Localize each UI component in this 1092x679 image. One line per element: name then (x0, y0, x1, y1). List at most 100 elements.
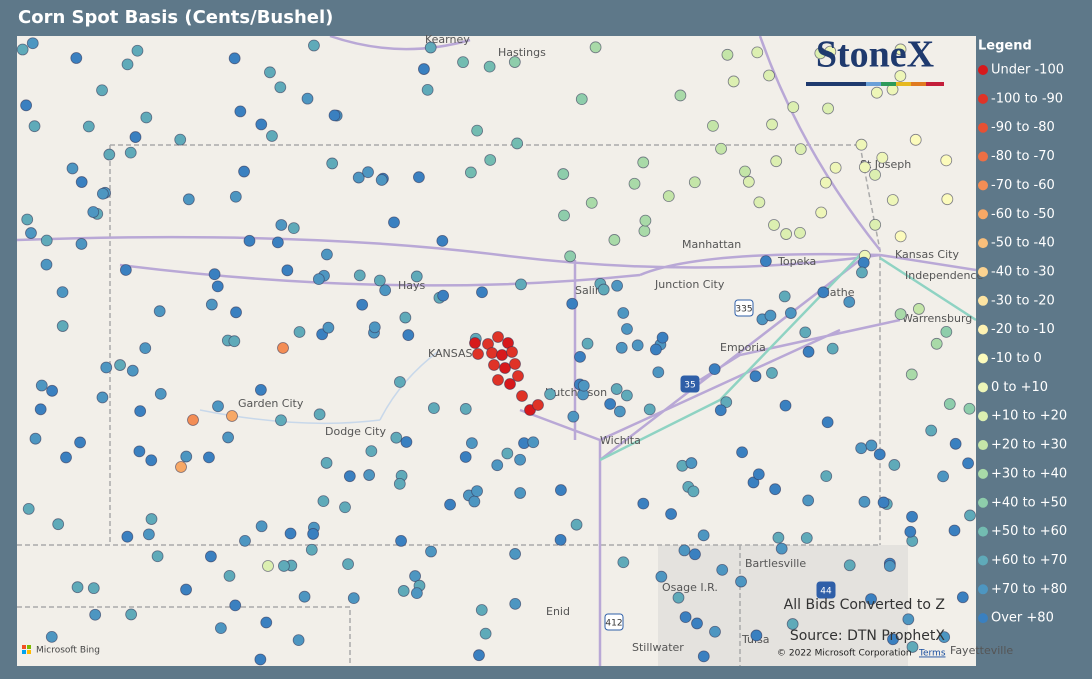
bid-dot[interactable] (22, 503, 35, 515)
bid-dot[interactable] (617, 556, 630, 569)
bid-dot[interactable] (819, 176, 832, 189)
bid-dot[interactable] (96, 391, 109, 404)
bid-dot[interactable] (883, 560, 896, 572)
bid-dot[interactable] (281, 264, 294, 277)
bid-dot[interactable] (802, 345, 815, 358)
bid-dot[interactable] (679, 611, 692, 624)
bid-dot[interactable] (515, 278, 527, 291)
bid-dot[interactable] (615, 341, 628, 354)
bid-dot[interactable] (223, 569, 236, 582)
bid-dot[interactable] (753, 196, 766, 209)
bid-dot[interactable] (395, 534, 407, 547)
bid-dot[interactable] (313, 408, 326, 421)
bid-dot[interactable] (418, 63, 430, 75)
bid-dot[interactable] (133, 445, 146, 458)
bid-dot[interactable] (228, 335, 241, 348)
bid-dot[interactable] (131, 44, 144, 57)
bid-dot[interactable] (29, 432, 42, 445)
bid-dot[interactable] (87, 582, 100, 595)
bid-dot[interactable] (25, 227, 37, 239)
bid-dot[interactable] (262, 560, 274, 572)
bid-dot[interactable] (409, 570, 421, 582)
bid-dot[interactable] (532, 399, 544, 411)
bid-dot[interactable] (126, 364, 139, 377)
bid-dot[interactable] (205, 298, 218, 311)
bid-dot[interactable] (905, 368, 918, 381)
bid-dot[interactable] (787, 101, 800, 114)
bid-dot[interactable] (870, 86, 883, 99)
bid-dot[interactable] (56, 286, 69, 299)
bid-dot[interactable] (459, 403, 472, 415)
bid-dot[interactable] (555, 484, 567, 496)
bid-dot[interactable] (492, 374, 504, 386)
bid-dot[interactable] (527, 436, 540, 449)
bid-dot[interactable] (575, 93, 588, 106)
bid-dot[interactable] (145, 513, 158, 525)
bid-dot[interactable] (628, 177, 641, 190)
bid-dot[interactable] (124, 146, 137, 159)
bid-dot[interactable] (894, 70, 907, 82)
bid-dot[interactable] (877, 496, 890, 509)
bid-dot[interactable] (352, 171, 365, 184)
bid-dot[interactable] (312, 273, 325, 286)
bid-dot[interactable] (672, 591, 685, 604)
bid-dot[interactable] (424, 41, 437, 54)
bid-dot[interactable] (390, 431, 403, 444)
bid-dot[interactable] (655, 570, 668, 583)
bid-dot[interactable] (444, 498, 456, 511)
bid-dot[interactable] (824, 45, 837, 58)
bid-dot[interactable] (16, 43, 29, 56)
bid-dot[interactable] (894, 43, 907, 56)
bid-dot[interactable] (287, 222, 300, 235)
bid-dot[interactable] (941, 193, 954, 206)
bid-dot[interactable] (239, 534, 251, 547)
bid-dot[interactable] (347, 592, 360, 605)
bid-dot[interactable] (610, 383, 623, 395)
bid-dot[interactable] (373, 274, 386, 287)
bid-dot[interactable] (509, 548, 521, 560)
bid-dot[interactable] (639, 214, 652, 227)
bid-dot[interactable] (379, 284, 392, 297)
bid-dot[interactable] (129, 131, 142, 143)
bid-dot[interactable] (665, 508, 677, 520)
map[interactable]: Kearney Hastings St Joseph Manhattan Topeka K… (16, 33, 1013, 666)
bid-dot[interactable] (687, 485, 700, 498)
bid-dot[interactable] (321, 248, 333, 261)
bid-dot[interactable] (956, 591, 969, 604)
bid-dot[interactable] (153, 305, 166, 318)
bid-dot[interactable] (794, 143, 807, 155)
bid-dot[interactable] (750, 629, 763, 642)
bid-dot[interactable] (46, 384, 58, 397)
bid-dot[interactable] (925, 424, 938, 437)
bid-dot[interactable] (652, 366, 665, 379)
bid-dot[interactable] (75, 238, 88, 250)
bid-dot[interactable] (735, 575, 747, 588)
bid-dot[interactable] (459, 451, 472, 463)
bid-dot[interactable] (492, 331, 504, 343)
bid-dot[interactable] (554, 533, 567, 546)
bid-dot[interactable] (400, 436, 413, 448)
bid-dot[interactable] (393, 477, 406, 490)
bid-dot[interactable] (716, 563, 729, 576)
bid-dot[interactable] (759, 255, 772, 268)
bid-dot[interactable] (260, 616, 273, 629)
bid-dot[interactable] (363, 469, 376, 481)
bid-dot[interactable] (963, 402, 976, 415)
bid-dot[interactable] (888, 459, 901, 471)
bid-dot[interactable] (208, 268, 221, 281)
bid-dot[interactable] (471, 485, 483, 497)
bid-dot[interactable] (869, 168, 881, 181)
bid-dot[interactable] (140, 111, 153, 124)
bid-dot[interactable] (742, 175, 755, 188)
bid-dot[interactable] (631, 339, 644, 352)
bid-dot[interactable] (271, 236, 284, 249)
bid-dot[interactable] (60, 451, 72, 464)
bid-dot[interactable] (574, 350, 586, 363)
bid-dot[interactable] (829, 161, 842, 174)
bid-dot[interactable] (855, 138, 868, 151)
bid-dot[interactable] (567, 410, 580, 423)
bid-dot[interactable] (134, 405, 147, 418)
bid-dot[interactable] (736, 446, 748, 459)
bid-dot[interactable] (768, 219, 780, 231)
bid-dot[interactable] (564, 250, 577, 263)
